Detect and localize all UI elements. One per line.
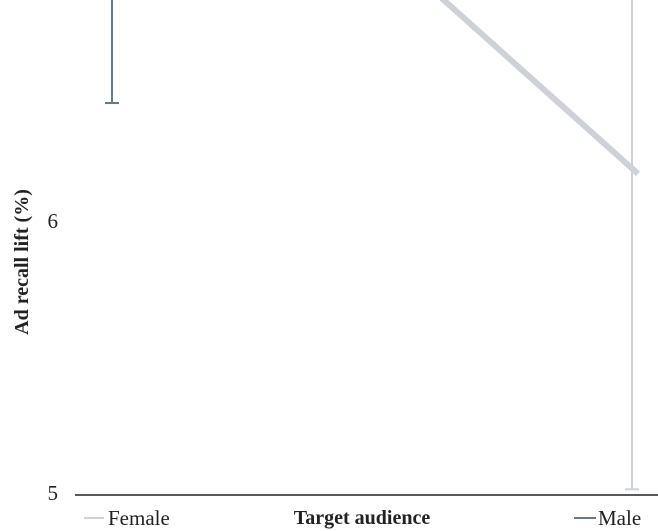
y-tick-label: 6 <box>48 209 59 233</box>
legend-item-male: Male <box>574 506 641 530</box>
series-line <box>439 0 641 176</box>
y-tick-label: 5 <box>48 481 59 505</box>
series-layer <box>105 0 641 491</box>
legend-item-female: Female <box>84 506 170 530</box>
y-tick-labels: 5678 <box>48 209 59 505</box>
series-female <box>439 0 641 491</box>
x-axis-title: Target audience <box>294 507 431 529</box>
legend-label: Female <box>108 506 170 530</box>
y-axis-title: Ad recall lift (%) <box>11 189 33 335</box>
legend: Female Male <box>84 506 641 530</box>
legend-label: Male <box>598 506 641 530</box>
series-male <box>105 0 119 105</box>
